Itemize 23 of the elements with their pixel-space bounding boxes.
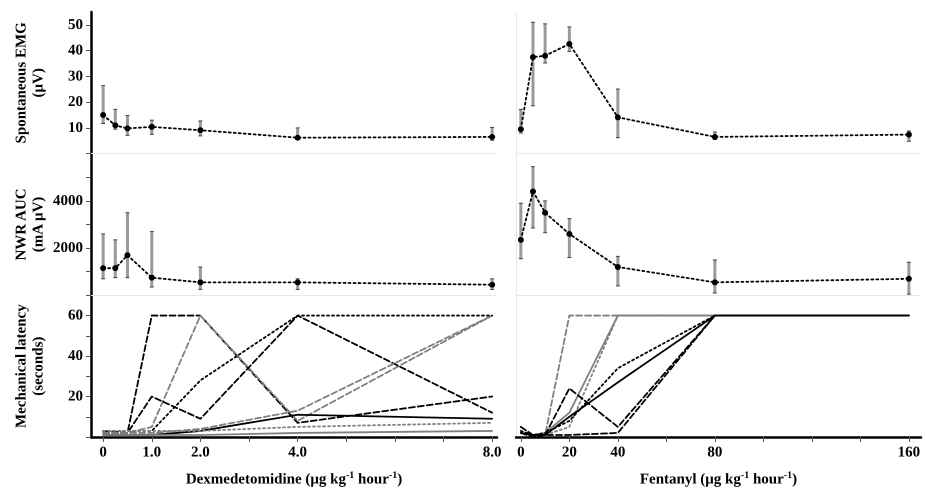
y-axis-title: Mechanical latency (seconds)	[14, 304, 46, 428]
y-tick-label: 40	[68, 348, 83, 364]
x-tick-label: 1.0	[142, 444, 162, 460]
y-tick-label: 30	[68, 68, 83, 84]
x-tick-label: 160	[898, 444, 920, 460]
x-tick-label: 40	[610, 444, 626, 460]
y-tick-label: 60	[68, 308, 83, 324]
x-tick-label: 20	[562, 444, 577, 460]
y-tick-label: 4000	[53, 192, 83, 209]
x-tick-label: 80	[707, 444, 722, 460]
y-tick-label: 20	[68, 94, 83, 110]
y-tick-label: 50	[68, 16, 83, 33]
y-axis-title: NWR AUC (mA μV)	[14, 188, 46, 261]
y-axis-title: Spontaneous EMG (μV)	[14, 22, 46, 144]
x-tick-label: 2.0	[191, 444, 210, 460]
y-tick-label: 20	[68, 388, 83, 405]
y-tick-label: 10	[68, 120, 83, 136]
y-tick-label: 40	[68, 42, 83, 59]
x-tick-label: 0	[517, 444, 525, 460]
x-tick-label: 0	[99, 444, 107, 460]
x-tick-label: 8.0	[482, 444, 502, 460]
x-tick-label: 4.0	[288, 444, 308, 460]
y-tick-label: 2000	[53, 240, 83, 256]
